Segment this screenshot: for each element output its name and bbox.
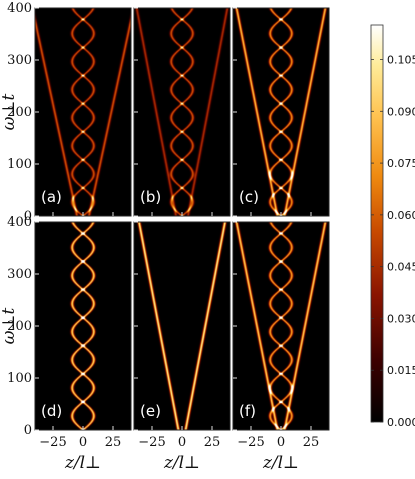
x-tick-label: −25 [138,435,165,450]
y-tick-label: 0 [24,423,32,438]
colorbar-tick-label: 0.060 [387,209,415,222]
colorbar-tick-label: 0.015 [387,364,415,377]
y-tick-label: 400 [7,215,32,230]
colorbar: 0.000 0.015 0.030 0.045 0.060 0.075 0.090 0.105 [370,24,415,429]
panel-label: (d) [41,402,62,420]
x-tick-label: 0 [79,435,87,450]
axes: 0 100 200 300 400 ω⊥t 0 100 200 300 400 ω⊥t −25 0 25 z/… [0,1,319,473]
x-tick-label: −25 [39,435,66,450]
y-axis-label: ω⊥t [0,307,19,344]
y-tick-label: 400 [7,1,32,16]
x-tick-label: 25 [204,435,221,450]
y-tick-label: 200 [7,105,32,120]
y-tick-label: 100 [7,371,32,386]
y-tick-label: 100 [7,157,32,172]
y-tick-label: 200 [7,319,32,334]
panel-e: (e) [133,221,231,431]
x-axis-label: z/l⊥ [64,453,101,473]
y-axis-label: ω⊥t [0,93,19,130]
y-tick-label: 0 [24,209,32,224]
x-tick-label: −25 [237,435,264,450]
x-axis-label: z/l⊥ [163,453,200,473]
heatmap-image [233,222,329,430]
panel-f: (f) [232,221,330,431]
panel-b: (b) [133,7,231,217]
x-tick-label: 0 [178,435,186,450]
panel-label: (b) [140,188,161,206]
colorbar-tick-label: 0.030 [387,312,415,325]
heatmap-image [134,222,230,430]
colorbar-tick-label: 0.000 [387,416,415,429]
x-tick-label: 25 [105,435,122,450]
y-tick-label: 300 [7,53,32,68]
colorbar-gradient [370,24,384,423]
panel-c: (c) [232,7,330,217]
heatmap-image [134,8,230,216]
heatmap-image [35,8,131,216]
panel-d: (d) [34,221,132,431]
colorbar-tick-label: 0.105 [387,54,415,67]
panel-label: (e) [140,402,161,420]
panel-a: (a) [34,7,132,217]
colorbar-tick-label: 0.075 [387,157,415,170]
heatmap-panels: (a) (b) (c) (d) (e) (f) [34,7,330,431]
panel-label: (c) [239,188,259,206]
x-tick-label: 25 [303,435,320,450]
heatmap-image [233,8,329,216]
heatmap-image [35,222,131,430]
x-tick-label: 0 [277,435,285,450]
x-axis-label: z/l⊥ [262,453,299,473]
panel-label: (f) [239,402,256,420]
y-tick-label: 300 [7,267,32,282]
colorbar-tick-label: 0.045 [387,261,415,274]
colorbar-tick-label: 0.090 [387,105,415,118]
panel-label: (a) [41,188,62,206]
